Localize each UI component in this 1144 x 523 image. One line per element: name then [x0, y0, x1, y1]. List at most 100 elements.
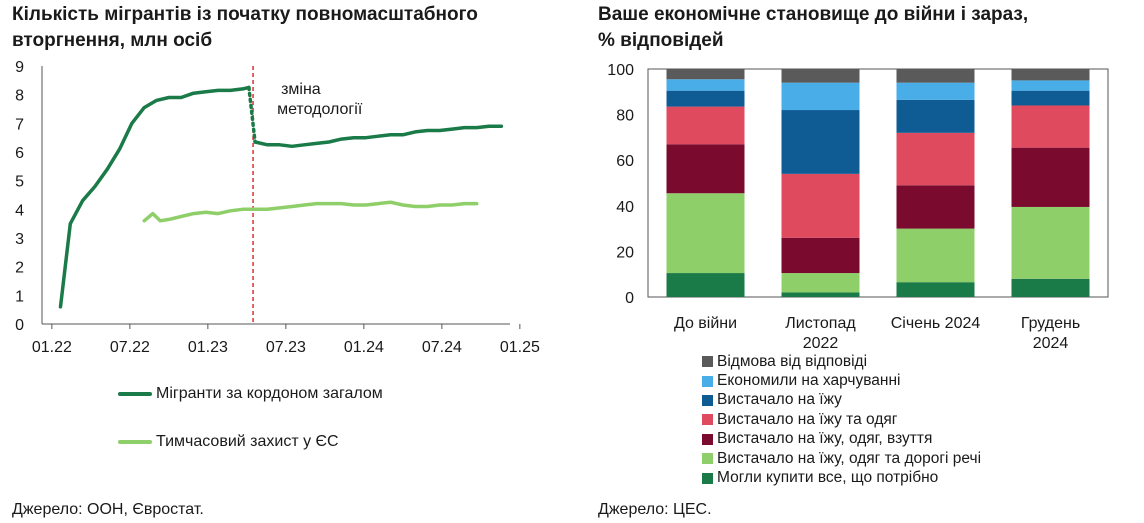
bar-segment	[666, 69, 745, 80]
legend-label: Відмова від відповіді	[717, 352, 868, 370]
bar-segment	[666, 193, 745, 274]
legend-swatch	[118, 440, 152, 444]
title-line-2: вторгнення, млн осіб	[12, 30, 213, 51]
y-tick-label: 7	[15, 116, 24, 133]
y-tick-label: 3	[15, 231, 24, 248]
annotation-line-1: зміна	[281, 81, 321, 98]
bar-segment	[896, 82, 975, 100]
bar-segment	[666, 273, 745, 297]
legend-label: Тимчасовий захист у ЄС	[156, 433, 339, 450]
legend-item: Вистачало на їжу, одяг та дорогі речі	[702, 449, 981, 468]
legend-item: Вистачало на їжу, одяг, взуття	[702, 430, 981, 449]
x-category-label: Січень 2024	[891, 315, 981, 332]
y-tick-label: 20	[616, 244, 634, 261]
y-tick-label: 8	[15, 88, 24, 105]
legend-item: Вистачало на їжу	[702, 391, 981, 410]
bar-segment	[1011, 80, 1090, 91]
title-line-2: % відповідей	[598, 30, 724, 51]
legend-label: Економили на харчуванні	[717, 372, 901, 390]
y-tick-label: 100	[607, 62, 634, 79]
bar-segment	[781, 173, 860, 238]
bar-segment	[1011, 206, 1090, 279]
legend-label: Вистачало на їжу	[717, 391, 842, 409]
bar-segment	[896, 99, 975, 133]
legend-swatch	[702, 433, 713, 445]
y-tick-label: 5	[15, 174, 24, 191]
y-tick-label: 0	[15, 317, 24, 334]
legend-label: Вистачало на їжу та одяг	[717, 410, 898, 428]
legend-item: Відмова від відповіді	[702, 352, 981, 371]
legend-swatch	[702, 414, 713, 426]
legend-swatch	[118, 392, 152, 396]
legend-item: Вистачало на їжу та одяг	[702, 410, 981, 429]
legend-swatch	[702, 356, 713, 368]
x-category-label: 2022	[803, 335, 839, 352]
bar-segment	[781, 292, 860, 297]
y-tick-label: 80	[616, 108, 634, 125]
title-line-1: Кількість мігрантів із початку повномасш…	[12, 4, 478, 25]
legend-swatch	[702, 472, 713, 484]
legend-label: Мігранти за кордоном загалом	[156, 385, 383, 402]
series-migrants-abroad-line-segment-1	[58, 85, 251, 309]
legend-item: Економили на харчуванні	[702, 371, 981, 390]
legend-swatch	[702, 453, 713, 465]
bar-segment	[781, 273, 860, 293]
migrants-source: Джерело: ООН, Євростат.	[12, 501, 204, 518]
bar-segment	[666, 79, 745, 91]
plot-frame	[647, 68, 1109, 298]
migrants-chart-title: Кількість мігрантів із початку повномасш…	[12, 2, 552, 54]
y-tick-label: 60	[616, 153, 634, 170]
bar-segment	[781, 237, 860, 274]
y-tick-label: 6	[15, 145, 24, 162]
legend-label: Вистачало на їжу, одяг, взуття	[717, 430, 933, 448]
bar-segment	[781, 110, 860, 174]
bar-segment	[896, 69, 975, 83]
bar-segment	[896, 282, 975, 297]
y-tick-label: 9	[15, 59, 24, 76]
migrants-legend: Мігранти за кордоном загалом Тимчасовий з…	[118, 384, 383, 480]
bar-segment	[1011, 90, 1090, 106]
legend-item: Могли купити все, що потрібно	[702, 468, 981, 487]
y-tick-label: 2	[15, 260, 24, 277]
economic-status-chart-panel: Ваше економічне становище до війни і зар…	[584, 0, 1144, 523]
x-tick-label: 01.24	[344, 339, 384, 356]
x-tick-label: 01.22	[32, 339, 72, 356]
bar-segment	[896, 185, 975, 229]
y-tick-label: 0	[625, 290, 634, 307]
y-tick-label: 4	[15, 202, 24, 219]
bar-segment	[1011, 278, 1090, 297]
economic-chart-title: Ваше економічне становище до війни і зар…	[598, 2, 1138, 54]
series-migrants-abroad-dotted-connector	[247, 85, 257, 144]
economic-legend: Відмова від відповіді Економили на харчув…	[702, 352, 981, 488]
legend-item: Мігранти за кордоном загалом	[118, 384, 383, 404]
legend-swatch	[702, 375, 713, 387]
bar-segment	[1011, 147, 1090, 207]
x-category-label: Листопад	[785, 315, 856, 332]
series-migrants-abroad-line-segment-2	[253, 124, 504, 149]
x-tick-label: 07.23	[266, 339, 306, 356]
economic-source: Джерело: ЦЕС.	[598, 501, 712, 518]
y-tick-label: 40	[616, 199, 634, 216]
bar-segment	[666, 106, 745, 145]
legend-label: Могли купити все, що потрібно	[717, 469, 939, 487]
series-temporary-protection-line-segment-1	[142, 200, 479, 223]
bar-segment	[781, 82, 860, 111]
y-tick-label: 1	[15, 288, 24, 305]
bar-segment	[1011, 105, 1090, 148]
bar-segment	[896, 132, 975, 186]
bar-segment	[666, 144, 745, 194]
bar-segment	[896, 228, 975, 283]
title-line-1: Ваше економічне становище до війни і зар…	[598, 4, 1029, 25]
x-tick-label: 07.22	[110, 339, 150, 356]
x-category-label: 2024	[1033, 335, 1069, 352]
x-category-label: До війни	[674, 315, 737, 332]
migrants-chart-panel: Кількість мігрантів із початку повномасш…	[0, 0, 560, 523]
bar-segment	[1011, 69, 1090, 81]
bar-segment	[666, 90, 745, 107]
economic-stacked-bar-chart: 0 20 40 60 80 100 До війни Листопад 2022 Січень 2…	[607, 62, 1109, 352]
legend-swatch	[702, 394, 713, 406]
x-tick-label: 01.23	[188, 339, 228, 356]
x-tick-label: 07.24	[422, 339, 462, 356]
annotation-line-2: методології	[277, 101, 363, 118]
legend-item: Тимчасовий захист у ЄС	[118, 432, 383, 452]
